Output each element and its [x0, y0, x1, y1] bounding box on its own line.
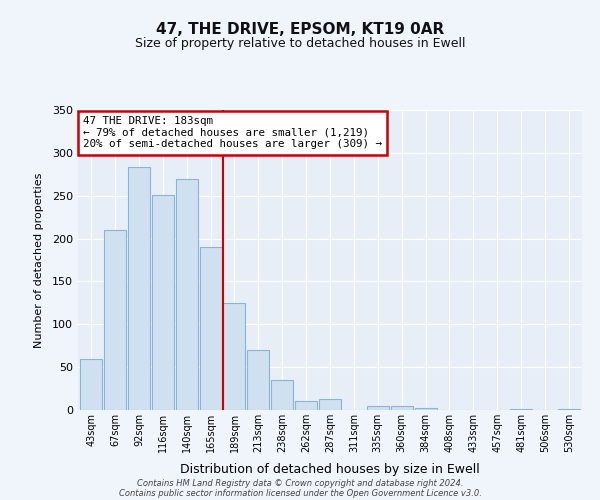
Text: Contains public sector information licensed under the Open Government Licence v3: Contains public sector information licen…: [119, 488, 481, 498]
Bar: [271, 380, 293, 410]
Bar: [415, 408, 437, 410]
Bar: [200, 247, 221, 410]
Text: 47, THE DRIVE, EPSOM, KT19 0AR: 47, THE DRIVE, EPSOM, KT19 0AR: [156, 22, 444, 38]
Bar: [128, 168, 150, 410]
Bar: [176, 178, 197, 410]
Bar: [104, 230, 126, 410]
Bar: [247, 350, 269, 410]
Bar: [152, 195, 174, 410]
Text: Size of property relative to detached houses in Ewell: Size of property relative to detached ho…: [135, 38, 465, 51]
Y-axis label: Number of detached properties: Number of detached properties: [34, 172, 44, 348]
Bar: [367, 406, 389, 410]
Bar: [80, 358, 102, 410]
Text: Contains HM Land Registry data © Crown copyright and database right 2024.: Contains HM Land Registry data © Crown c…: [137, 478, 463, 488]
Bar: [295, 400, 317, 410]
Text: 47 THE DRIVE: 183sqm
← 79% of detached houses are smaller (1,219)
20% of semi-de: 47 THE DRIVE: 183sqm ← 79% of detached h…: [83, 116, 382, 149]
Bar: [558, 409, 580, 410]
Bar: [391, 406, 413, 410]
Bar: [510, 409, 532, 410]
Bar: [223, 303, 245, 410]
X-axis label: Distribution of detached houses by size in Ewell: Distribution of detached houses by size …: [180, 464, 480, 476]
Bar: [319, 399, 341, 410]
